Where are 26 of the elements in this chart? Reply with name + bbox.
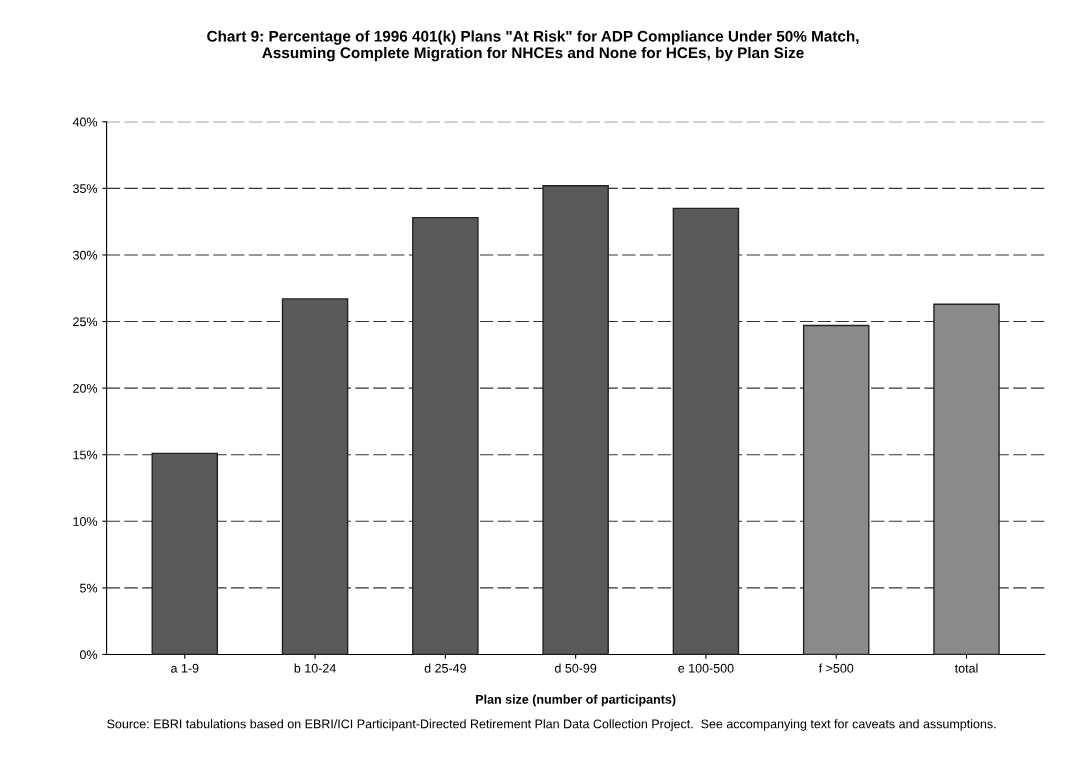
x-axis-title: Plan size (number of participants) xyxy=(476,694,676,707)
y-tick-label: 10% xyxy=(73,517,98,526)
x-tick-label: d 25-49 xyxy=(424,663,466,673)
x-tick-label: e 100-500 xyxy=(678,663,734,673)
source-note: Source: EBRI tabulations based on EBRI/ICI Participant-Directed Retirement Plan Data Collection Project. See accompanying text for caveats and assumptions. xyxy=(107,719,996,731)
y-tick-label: 25% xyxy=(73,317,98,327)
chart-title: Chart 9: Percentage of 1996 401(k) Plans "At Risk" for ADP Compliance Under 50% Match, Assuming Complete Migration for NHCEs and None for HCEs, by Plan Size xyxy=(207,30,859,62)
y-tick-label: 35% xyxy=(73,184,98,193)
bar xyxy=(933,303,1000,655)
x-tick-label: f >500 xyxy=(818,663,854,673)
bar xyxy=(151,452,219,655)
x-tick-label: total xyxy=(954,663,978,673)
x-tick-label: d 50-99 xyxy=(554,663,597,673)
y-tick-label: 15% xyxy=(73,450,98,460)
bar xyxy=(802,324,870,655)
y-tick-label: 30% xyxy=(73,250,98,260)
bar xyxy=(412,216,479,655)
x-tick-label: b 10-24 xyxy=(294,663,336,673)
bar xyxy=(672,207,740,655)
y-tick-label: 5% xyxy=(80,583,98,593)
bar xyxy=(542,184,609,655)
y-tick-label: 20% xyxy=(73,383,98,393)
bar xyxy=(281,298,349,655)
y-tick-label: 40% xyxy=(72,117,98,127)
x-tick-label: a 1-9 xyxy=(171,663,199,673)
y-tick-label: 0% xyxy=(79,650,98,660)
